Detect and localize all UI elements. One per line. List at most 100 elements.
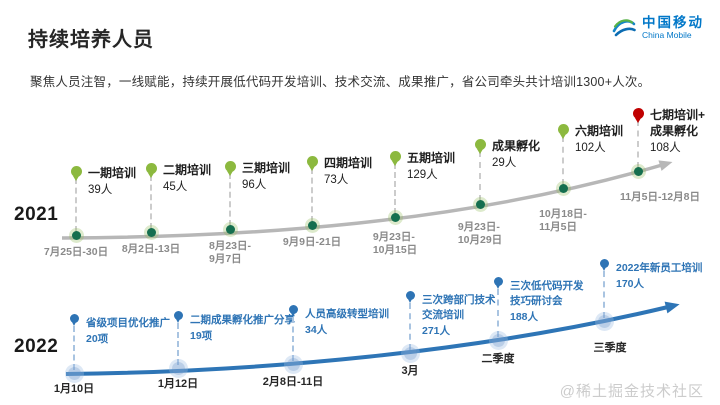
china-mobile-logo: 中国移动 China Mobile — [611, 13, 704, 44]
milestone-date-line: 11月5日-12月8日 — [620, 191, 700, 203]
milestone-label: 人员高级转型培训 34人 — [305, 307, 389, 338]
timeline-node — [307, 220, 317, 230]
milestone-count: 188人 — [510, 311, 539, 323]
milestone-count: 129人 — [407, 169, 438, 181]
milestone-count: 96人 — [242, 179, 267, 191]
timeline-2021-line — [61, 163, 663, 240]
milestone-connector — [292, 317, 294, 361]
milestone-title-line: 技巧研讨会 — [510, 295, 563, 307]
timeline-node — [171, 361, 185, 375]
milestone-balloon-icon — [224, 161, 236, 176]
milestone-count: 20项 — [86, 333, 109, 345]
timeline-node — [403, 346, 417, 360]
milestone-count: 271人 — [422, 325, 451, 337]
milestone-balloon-icon — [288, 305, 298, 317]
milestone-connector — [409, 303, 411, 350]
milestone-title-line: 省级项目优化推广 — [86, 317, 170, 329]
milestone-label: 2022年新员工培训 170人 — [616, 261, 702, 292]
milestone-date: 11月5日-12月8日 — [620, 191, 700, 204]
logo-swirl-icon — [611, 13, 637, 44]
milestone-count: 39人 — [88, 184, 113, 196]
timeline-2021-arrow-icon — [658, 160, 673, 171]
milestone-label: 三次跨部门技术 交流培训 271人 — [422, 293, 496, 339]
milestone-date: 1月12日 — [158, 378, 198, 391]
logo-name-en: China Mobile — [642, 30, 692, 41]
timeline-2022-line — [65, 305, 669, 376]
milestone-label: 成果孵化 29人 — [492, 138, 540, 171]
timeline-node — [597, 314, 611, 328]
milestone-balloon-icon — [599, 259, 609, 271]
timeline-node — [146, 227, 156, 237]
milestone-connector — [562, 136, 564, 185]
milestone-label: 四期培训 73人 — [324, 155, 372, 188]
milestone-balloon-icon — [405, 291, 415, 303]
milestone-title-line: 三次低代码开发 — [510, 280, 584, 292]
milestone-connector — [229, 173, 231, 226]
milestone-title-line: 三期培训 — [242, 161, 291, 175]
milestone-title-line: 四期培训 — [324, 156, 373, 170]
milestone-connector — [150, 175, 152, 229]
timeline-node — [71, 230, 81, 240]
milestone-title-line: 2022年新员工培训 — [616, 262, 703, 274]
milestone-title-line: 成果孵化 — [492, 139, 541, 153]
milestone-date-line: 1月12日 — [157, 378, 199, 390]
timeline-node — [286, 357, 300, 371]
timeline-node — [67, 366, 81, 380]
logo-name-cn: 中国移动 — [642, 15, 704, 31]
milestone-date: 8月2日-13日 — [122, 243, 180, 256]
timeline-node — [475, 199, 485, 209]
milestone-balloon-icon — [69, 314, 79, 326]
milestone-connector — [311, 168, 313, 222]
milestone-balloon-icon — [389, 151, 401, 166]
milestone-date-line: 2月8日-11日 — [262, 376, 324, 388]
milestone-date: 9月23日- 10月15日 — [373, 231, 417, 257]
milestone-connector — [603, 271, 605, 318]
milestone-date: 1月10日 — [54, 383, 94, 396]
timeline-node — [491, 333, 505, 347]
milestone-connector — [73, 326, 75, 370]
milestone-label: 二期培训 45人 — [163, 162, 211, 195]
milestone-balloon-icon — [474, 139, 486, 154]
milestone-date-line: 11月5日 — [539, 221, 578, 233]
milestone-title-line: 交流培训 — [422, 309, 464, 321]
milestone-count: 73人 — [324, 174, 349, 186]
milestone-date: 10月18日- 11月5日 — [539, 208, 587, 234]
milestone-connector — [497, 289, 499, 337]
milestone-date-line: 3月 — [401, 365, 419, 377]
milestone-label: 三次低代码开发 技巧研讨会 188人 — [510, 279, 584, 325]
milestone-date-line: 10月18日- — [539, 208, 587, 220]
milestone-date: 3月 — [401, 365, 418, 378]
milestone-date: 9月23日- 10月29日 — [458, 221, 502, 247]
milestone-connector — [479, 151, 481, 201]
milestone-count: 29人 — [492, 157, 517, 169]
milestone-title-line: 六期培训 — [575, 124, 624, 138]
milestone-date-line: 9月23日- — [457, 221, 500, 233]
timeline-node — [225, 224, 235, 234]
milestone-date: 三季度 — [594, 342, 627, 355]
milestone-date-line: 二季度 — [481, 353, 515, 365]
milestone-connector — [75, 178, 77, 232]
milestone-date: 7月25日-30日 — [44, 246, 108, 259]
milestone-connector — [177, 323, 179, 365]
milestone-count: 108人 — [650, 142, 681, 154]
milestone-title-line: 五期培训 — [407, 151, 456, 165]
page-subtitle: 聚焦人员注智，一线赋能，持续开展低代码开发培训、技术交流、成果推广，省公司牵头共… — [30, 75, 651, 89]
milestone-date-line: 9月23日- — [372, 231, 415, 243]
watermark: @稀土掘金技术社区 — [559, 383, 704, 400]
milestone-title-line: 成果孵化 — [650, 124, 699, 138]
milestone-date-line: 10月29日 — [457, 234, 503, 246]
timeline-node — [390, 212, 400, 222]
milestone-balloon-icon — [145, 163, 157, 178]
milestone-balloon-icon — [173, 311, 183, 323]
year-label-2021: 2021 — [14, 204, 59, 225]
milestone-date: 9月9日-21日 — [283, 236, 341, 249]
milestone-date-line: 9月9日-21日 — [282, 236, 342, 248]
timeline-2022-arrow-icon — [664, 301, 680, 314]
milestone-count: 45人 — [163, 181, 188, 193]
milestone-date-line: 7月25日-30日 — [43, 246, 109, 258]
logo-text: 中国移动 China Mobile — [642, 15, 704, 41]
milestone-date-line: 9月7日 — [208, 253, 242, 265]
milestone-balloon-icon — [632, 108, 644, 123]
